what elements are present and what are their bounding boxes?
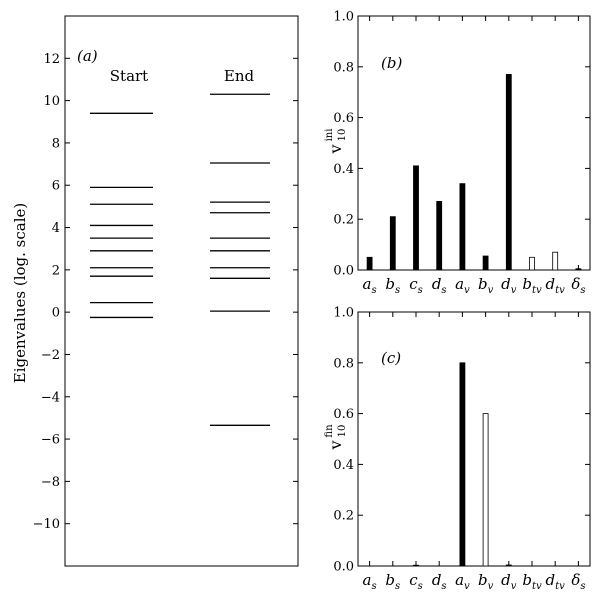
y-tick-label: −4 (41, 390, 60, 405)
y-axis-label-base: v (326, 144, 345, 154)
y-tick-label: 0.2 (333, 213, 354, 228)
y-tick-label: 6 (52, 179, 60, 194)
x-tick-label: dv (501, 275, 517, 296)
y-tick-label: −6 (41, 433, 60, 448)
panel-a-frame (64, 15, 299, 567)
y-tick-label: 0.0 (333, 264, 354, 279)
panel-frame (357, 15, 591, 271)
y-tick-label: 0.0 (333, 560, 354, 575)
y-tick-label: 0.6 (333, 407, 354, 422)
bar (505, 74, 512, 271)
y-tick-label: 2 (52, 263, 60, 278)
y-axis-label-base: v (326, 440, 345, 450)
y-axis-label-sup: ini (324, 129, 335, 142)
bar (505, 564, 512, 567)
y-axis-label-sup: fin (324, 424, 335, 438)
panel-label: (a) (77, 47, 98, 65)
y-axis-label: v fin 10 (324, 424, 348, 451)
x-tick-label: av (455, 275, 470, 296)
y-tick-label: −8 (41, 475, 60, 490)
y-tick-label: 12 (43, 52, 60, 67)
panel-b: 0.0 0.2 0.4 0.6 0.8 1.0 as bs cs ds av bv dv btv dtv δs… (324, 10, 591, 296)
y-tick-label: 0.6 (333, 111, 354, 126)
y-tick-label: 0.2 (333, 509, 354, 524)
x-tick-label: δs (571, 571, 585, 592)
bar (552, 251, 559, 271)
x-tick-label: bs (385, 275, 400, 296)
x-tick-label: δs (571, 275, 585, 296)
y-tick-label: 1.0 (333, 10, 354, 25)
panel-c: 0.0 0.2 0.4 0.6 0.8 1.0 as bs cs ds av bv dv btv dtv δs… (324, 306, 591, 592)
y-tick-label: 10 (43, 94, 60, 109)
bar (413, 165, 419, 271)
y-tick-label: −2 (41, 348, 60, 363)
y-axis-label-sub: 10 (337, 129, 348, 142)
x-tick-label: btv (522, 571, 542, 592)
panel-label: (c) (381, 349, 401, 367)
y-tick-label: 0.8 (333, 60, 354, 75)
y-tick-label: 4 (52, 221, 60, 236)
panel-label: (b) (381, 54, 402, 72)
panel-frame (357, 311, 591, 567)
panel-a: −10 −8 −6 −4 −2 0 2 4 6 8 10 12 Eigenvalues (log. sc… (11, 15, 299, 567)
y-tick-label: 0.4 (333, 162, 354, 177)
column-label: End (224, 67, 255, 85)
x-tick-label: ds (432, 275, 447, 296)
x-tick-label: bv (478, 275, 494, 296)
y-axis-label-sub: 10 (337, 425, 348, 438)
y-axis-label: Eigenvalues (log. scale) (11, 203, 29, 384)
x-tick-label: ds (432, 571, 447, 592)
x-tick-label: dv (501, 571, 517, 592)
x-tick-label: as (363, 571, 377, 592)
bar (366, 256, 373, 271)
bar (482, 255, 489, 271)
bar (436, 201, 443, 271)
y-tick-label: −10 (33, 517, 60, 532)
x-tick-label: btv (522, 275, 542, 296)
x-tick-label: as (363, 275, 377, 296)
x-tick-label: bs (385, 571, 400, 592)
y-tick-label: 0.4 (333, 458, 354, 473)
bar (575, 268, 582, 271)
column-label: Start (110, 67, 148, 85)
x-tick-label: dtv (546, 275, 566, 296)
y-tick-label: 8 (52, 136, 60, 151)
bar (413, 564, 419, 567)
x-tick-label: bv (478, 571, 494, 592)
bar (529, 256, 535, 271)
x-tick-label: cs (409, 275, 423, 296)
x-tick-label: dtv (546, 571, 566, 592)
y-axis-label: v ini 10 (324, 129, 348, 155)
y-tick-label: 1.0 (333, 306, 354, 321)
x-tick-label: av (455, 571, 470, 592)
bar (459, 362, 466, 567)
bar (389, 216, 396, 271)
x-tick-label: cs (409, 571, 423, 592)
bar (482, 413, 489, 567)
y-tick-label: 0 (52, 306, 60, 321)
y-tick-label: 0.8 (333, 356, 354, 371)
bar (459, 183, 466, 271)
